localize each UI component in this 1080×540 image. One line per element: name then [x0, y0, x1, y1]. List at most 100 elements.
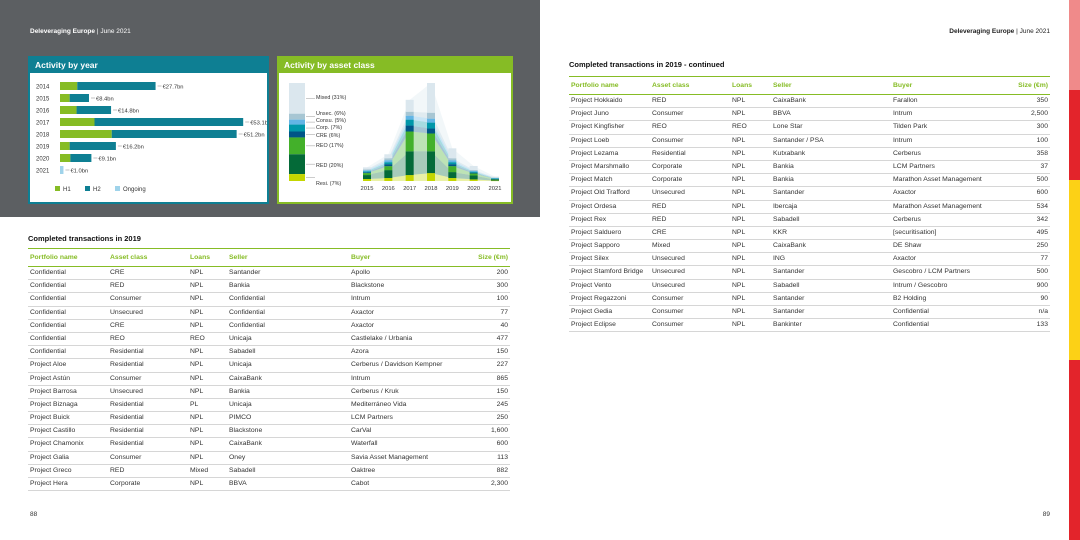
stack-segment: [363, 175, 371, 180]
stack-segment: [427, 118, 435, 123]
table-cell: Project Galia: [28, 451, 108, 465]
table-cell: Mixed: [188, 464, 227, 479]
stack-segment: [405, 99, 414, 112]
stack-segment: [405, 119, 414, 126]
table-row: Project Lezama Residential NPL Kutxabank Cer…: [569, 147, 1050, 161]
stack-segment: [469, 172, 478, 174]
table-cell: ING: [771, 252, 891, 267]
stack-segment: [448, 172, 457, 179]
stack-segment: [427, 133, 435, 152]
table-cell: [securitisation]: [891, 226, 1011, 241]
table-header-row: Portfolio name Asset class Loans Seller Buye…: [28, 248, 510, 267]
column-header: Seller: [771, 76, 891, 95]
table-row: Project Rex RED NPL Sabadell Cerberus 342: [569, 213, 1050, 227]
share-label: CRE (6%): [316, 133, 340, 139]
stack-segment: [448, 166, 457, 173]
table-cell: Corporate: [650, 173, 730, 188]
table-cell: Confidential: [28, 266, 108, 281]
table-cell: CaixaBank: [227, 372, 349, 386]
table-cell: Oney: [227, 451, 349, 465]
table-cell: Kutxabank: [771, 147, 891, 161]
x-tick-label: 2019: [446, 186, 459, 192]
table-cell: Project Rex: [569, 213, 650, 227]
stack-segment: [405, 175, 414, 181]
table-cell: NPL: [730, 186, 771, 201]
table-cell: NPL: [730, 134, 771, 148]
table-cell: 342: [1011, 213, 1050, 227]
table-cell: Cerberus: [891, 213, 1011, 227]
table-cell: RED: [650, 200, 730, 214]
stack-segment: [491, 176, 499, 178]
table-cell: Santander: [771, 186, 891, 201]
table-cell: NPL: [188, 372, 227, 386]
table-cell: Sabadell: [771, 213, 891, 227]
table-cell: Bankinter: [771, 318, 891, 333]
table-2019-title: Completed transactions in 2019: [28, 234, 141, 243]
table-cell: Project Vento: [569, 279, 650, 293]
table-row: Project Juno Consumer NPL BBVA Intrum 2,500: [569, 107, 1050, 122]
table-cell: Santander: [771, 292, 891, 307]
table-cell: Residential: [108, 398, 188, 413]
right-page: Deleveraging Europe | June 2021 Complete…: [540, 0, 1080, 540]
table-cell: 300: [1011, 120, 1050, 135]
table-row: Project Regazzoni Consumer NPL Santander B2 …: [569, 292, 1050, 307]
table-row: Project Match Corporate NPL Bankia Marathon …: [569, 173, 1050, 188]
stack-segment: [363, 171, 371, 173]
left-header: Deleveraging Europe | June 2021: [30, 28, 131, 35]
table-cell: Sabadell: [227, 464, 349, 479]
bar-h2: [69, 94, 89, 102]
activity-by-asset-class-chart: 2015 2016 2017 2018 2019 2020 2021 Mixed (31%) U…: [289, 83, 501, 192]
table-cell: Project Gedia: [569, 305, 650, 320]
table-cell: Project Eclipse: [569, 318, 650, 333]
table-cell: RED: [108, 279, 188, 294]
table-cell: NPL: [188, 385, 227, 399]
table-cell: REO: [188, 332, 227, 347]
table-row: Project Greco RED Mixed Sabadell Oaktree 882: [28, 464, 510, 479]
share-segment: [289, 131, 305, 138]
table-cell: 534: [1011, 200, 1050, 214]
share-label: Resi. (7%): [316, 181, 341, 187]
table-cell: PIMCO: [227, 411, 349, 426]
share-label: REO (17%): [316, 143, 344, 149]
table-cell: n/a: [1011, 305, 1050, 320]
stack-segment: [448, 178, 457, 181]
table-cell: Project Regazzoni: [569, 292, 650, 307]
bar-h2: [70, 154, 92, 162]
table-cell: Unsecured: [650, 186, 730, 201]
table-cell: NPL: [730, 265, 771, 280]
column-header: Asset class: [108, 248, 188, 267]
table-cell: Intrum: [891, 107, 1011, 122]
stack-segment: [384, 160, 393, 163]
table-row: Project Sapporo Mixed NPL CaixaBank DE Shaw 2…: [569, 239, 1050, 254]
table-cell: Unsecured: [650, 252, 730, 267]
table-cell: NPL: [188, 477, 227, 492]
stack-segment: [491, 178, 499, 179]
activity-by-year-panel: Activity by year 2014 €27.7bn 2015 €8.4bn 20…: [28, 56, 271, 204]
table-cell: RED: [650, 94, 730, 109]
bar-h2: [94, 118, 244, 126]
year-tick-label: 2014: [36, 85, 50, 91]
table-cell: 100: [1011, 134, 1050, 148]
bar-data-label: €16.2bn: [123, 145, 144, 151]
table-row: Project Hokkaido RED NPL CaixaBank Farallon 3…: [569, 94, 1050, 109]
x-tick-label: 2017: [403, 186, 416, 192]
table-cell: Unicaja: [227, 398, 349, 413]
table-cell: Lone Star: [771, 120, 891, 135]
share-label: Consu. (5%): [316, 118, 346, 124]
table-row: Confidential CRE NPL Santander Apollo 200: [28, 266, 510, 281]
table-cell: Mediterráneo Vida: [349, 398, 469, 413]
table-cell: BBVA: [227, 477, 349, 492]
table-cell: NPL: [188, 306, 227, 320]
table-cell: Project Astún: [28, 372, 108, 386]
table-cell: Consumer: [108, 451, 188, 465]
table-cell: 350: [1011, 94, 1050, 109]
table-cell: Project Old Trafford: [569, 186, 650, 201]
x-tick-label: 2020: [467, 186, 480, 192]
table-cell: 150: [469, 385, 510, 399]
stack-segment: [427, 151, 435, 174]
stack-segment: [469, 165, 478, 170]
table-cell: NPL: [730, 292, 771, 307]
bar-data-label: €27.7bn: [163, 85, 184, 91]
stack-segment: [363, 169, 371, 171]
stack-segment: [405, 115, 414, 120]
